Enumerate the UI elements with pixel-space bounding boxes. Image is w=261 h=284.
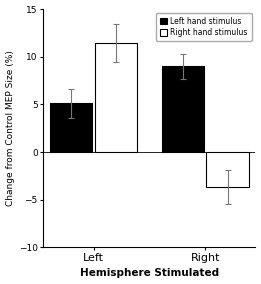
- Bar: [50, 103, 92, 152]
- Y-axis label: Change from Control MEP Size (%): Change from Control MEP Size (%): [5, 50, 15, 206]
- Legend: Left hand stimulus, Right hand stimulus: Left hand stimulus, Right hand stimulus: [156, 13, 252, 41]
- Bar: [95, 43, 137, 152]
- X-axis label: Hemisphere Stimulated: Hemisphere Stimulated: [80, 268, 219, 278]
- Bar: [206, 152, 249, 187]
- Bar: [162, 66, 204, 152]
